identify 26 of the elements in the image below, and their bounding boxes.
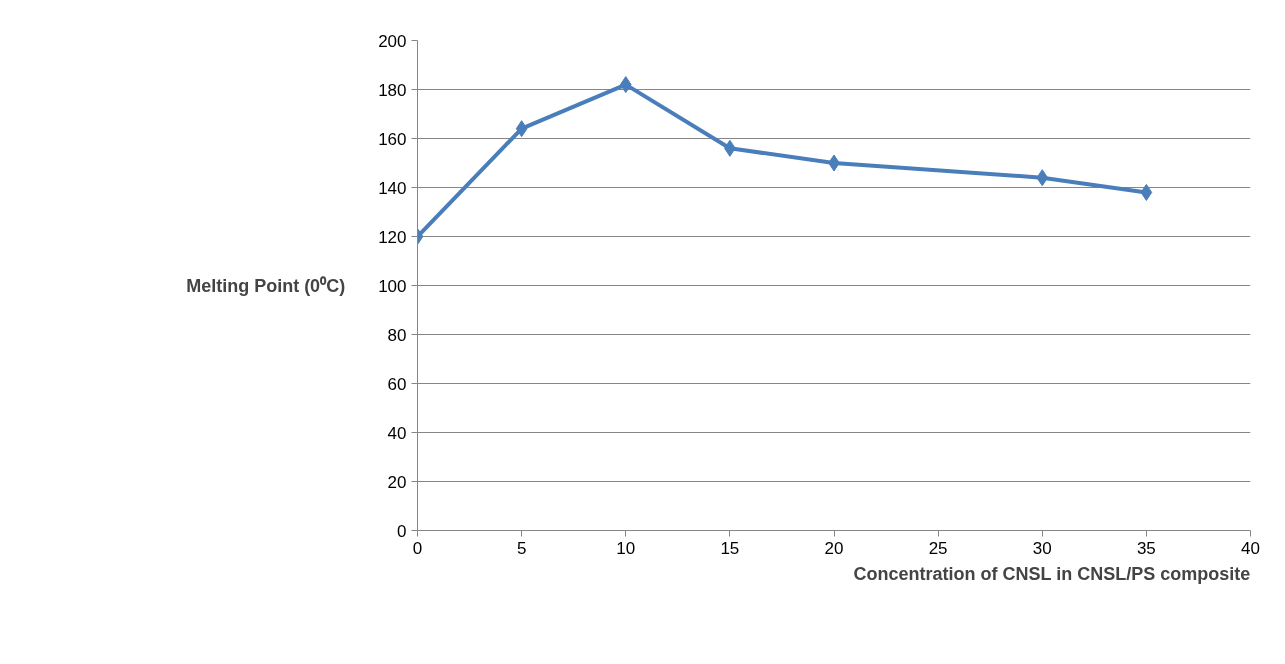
x-tick-label: 0 bbox=[412, 538, 423, 558]
x-tick-label: 40 bbox=[1241, 538, 1260, 558]
point bbox=[1036, 169, 1049, 187]
y-tick-label: 80 bbox=[387, 325, 407, 345]
x-tick-label: 30 bbox=[1032, 538, 1052, 558]
point bbox=[515, 120, 528, 138]
x-tick-label: 15 bbox=[720, 538, 740, 558]
y-tick-label: 0 bbox=[397, 521, 407, 541]
y-tick-label: 180 bbox=[378, 80, 407, 100]
y-axis-title: Melting Point (0⁰C) bbox=[186, 275, 346, 296]
y-tick-label: 40 bbox=[387, 423, 407, 443]
y-tick-label: 120 bbox=[378, 227, 407, 247]
x-tick-label: 5 bbox=[516, 538, 527, 558]
y-tick-label: 140 bbox=[378, 178, 407, 198]
y-tick-label: 200 bbox=[378, 31, 407, 51]
x-tick-label: 35 bbox=[1136, 538, 1156, 558]
y-tick-label: 100 bbox=[378, 276, 407, 296]
point bbox=[619, 76, 632, 94]
x-axis-title: Concentration of CNSL in CNSL/PS composite bbox=[853, 563, 1251, 584]
y-tick-label: 60 bbox=[387, 374, 407, 394]
x-tick-label: 20 bbox=[824, 538, 844, 558]
point bbox=[1140, 183, 1153, 201]
x-tick-label: 25 bbox=[928, 538, 948, 558]
x-tick-label: 10 bbox=[616, 538, 636, 558]
y-tick-label: 160 bbox=[378, 129, 407, 149]
y-tick-label: 20 bbox=[387, 472, 407, 492]
